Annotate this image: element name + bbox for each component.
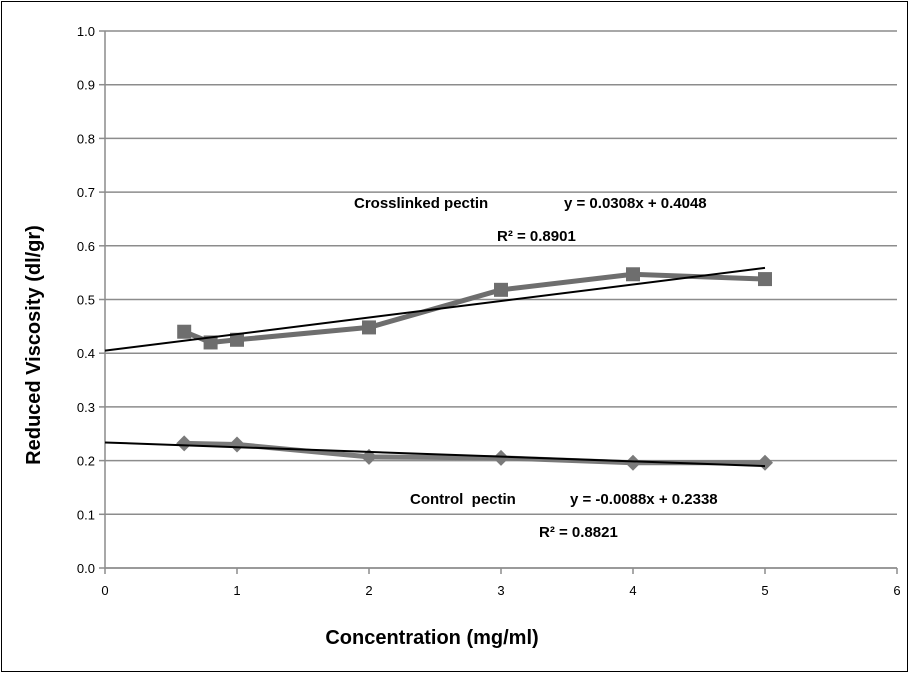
data-point-square xyxy=(626,267,640,282)
control-equation: y = -0.0088x + 0.2338 xyxy=(570,491,718,508)
y-tick-labels: 0.0 0.1 0.2 0.3 0.4 0.5 0.6 0.7 0.8 0.9 1.0 xyxy=(77,24,95,576)
data-point-diamond xyxy=(757,454,773,471)
x-tick-label: 4 xyxy=(629,583,636,598)
y-tick-label: 0.9 xyxy=(77,78,95,93)
x-tick-label: 3 xyxy=(497,583,504,598)
crosslinked-r2: R² = 0.8901 xyxy=(497,228,576,245)
y-tick-label: 0.5 xyxy=(77,293,95,308)
y-tick-label: 0.7 xyxy=(77,185,95,200)
y-tick-label: 1.0 xyxy=(77,24,95,39)
trendlines xyxy=(104,266,766,468)
data-point-square xyxy=(203,335,218,350)
x-tick-label: 5 xyxy=(761,583,768,598)
y-tick-label: 0.1 xyxy=(77,507,95,522)
trendline xyxy=(104,266,766,352)
grid-lines xyxy=(99,30,897,569)
data-point-square xyxy=(494,282,508,297)
crosslinked-equation: y = 0.0308x + 0.4048 xyxy=(564,195,707,212)
control-series-label: Control pectin xyxy=(410,491,516,508)
x-tick-labels: 0 1 2 3 4 5 6 xyxy=(101,568,901,598)
y-tick-label: 0.6 xyxy=(77,239,95,254)
y-tick-label: 0.2 xyxy=(77,454,95,469)
x-tick-label: 0 xyxy=(101,583,108,598)
data-point-square xyxy=(177,324,192,339)
x-tick-label: 6 xyxy=(893,583,900,598)
data-point-square xyxy=(758,272,772,287)
crosslinked-series-label: Crosslinked pectin xyxy=(354,195,488,212)
y-tick-label: 0.0 xyxy=(77,561,95,576)
y-tick-label: 0.8 xyxy=(77,131,95,146)
data-point-square xyxy=(362,320,376,335)
trendline xyxy=(104,441,766,468)
y-tick-label: 0.4 xyxy=(77,346,95,361)
data-point-square xyxy=(230,332,244,347)
x-axis-title: Concentration (mg/ml) xyxy=(325,627,538,649)
y-axis-title: Reduced Viscosity (dl/gr) xyxy=(23,225,45,465)
data-point-diamond xyxy=(229,436,245,453)
x-tick-label: 2 xyxy=(365,583,372,598)
data-point-diamond xyxy=(493,449,509,466)
x-tick-label: 1 xyxy=(233,583,240,598)
control-r2: R² = 0.8821 xyxy=(539,524,618,541)
series-line xyxy=(183,271,766,345)
y-tick-label: 0.3 xyxy=(77,400,95,415)
series-line xyxy=(184,440,765,466)
data-point-diamond xyxy=(176,435,193,452)
series xyxy=(176,267,773,471)
data-point-diamond xyxy=(625,454,641,471)
